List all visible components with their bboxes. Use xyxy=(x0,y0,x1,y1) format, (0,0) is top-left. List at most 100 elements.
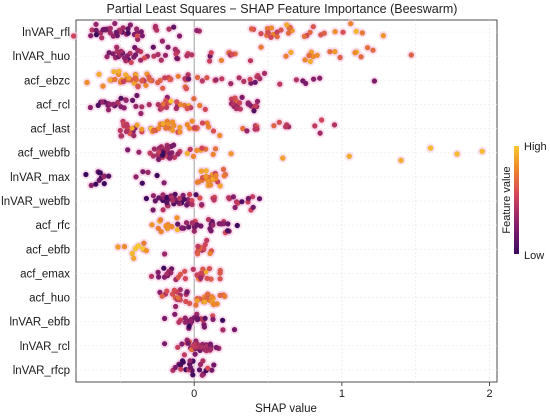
shap-point xyxy=(198,168,205,174)
shap-point xyxy=(197,361,204,368)
shap-point xyxy=(169,119,176,125)
shap-point xyxy=(192,351,198,357)
shap-point xyxy=(125,30,131,36)
shap-point xyxy=(408,52,415,58)
shap-point xyxy=(133,103,139,110)
shap-point xyxy=(154,172,160,179)
shap-point xyxy=(209,176,216,183)
shap-point xyxy=(274,33,280,40)
shap-point xyxy=(105,173,112,179)
colorbar: High Low Feature value xyxy=(501,141,547,262)
shap-point xyxy=(183,85,190,92)
shap-point xyxy=(133,174,139,180)
shap-point xyxy=(358,54,364,60)
shap-point xyxy=(168,194,175,200)
shap-point xyxy=(254,98,261,105)
shap-point xyxy=(185,76,192,82)
shap-point xyxy=(195,243,201,250)
shap-point xyxy=(189,201,195,208)
shap-point xyxy=(184,150,191,157)
shap-point xyxy=(332,28,338,35)
shap-point xyxy=(145,169,151,176)
shap-point xyxy=(347,20,354,27)
colorbar-title: Feature value xyxy=(501,166,513,233)
feature-label: lnVAR_webfb xyxy=(1,196,70,208)
shap-point xyxy=(199,78,206,84)
shap-point xyxy=(206,265,213,272)
shap-point xyxy=(206,58,213,64)
x-tick-label: 2 xyxy=(487,388,493,400)
shap-point xyxy=(258,44,264,50)
shap-point xyxy=(288,49,294,56)
shap-point xyxy=(202,106,209,113)
shap-point xyxy=(233,105,240,112)
shap-point xyxy=(176,33,183,39)
shap-point xyxy=(146,101,152,108)
shap-point xyxy=(135,83,141,90)
shap-point xyxy=(199,120,206,126)
shap-point xyxy=(207,346,214,352)
shap-point xyxy=(176,195,183,202)
shap-point xyxy=(149,222,155,228)
shap-point xyxy=(116,68,122,75)
shap-point xyxy=(245,101,251,107)
shap-point xyxy=(201,299,208,305)
feature-label: lnVAR_rfcp xyxy=(13,365,70,377)
shap-point xyxy=(128,59,134,66)
shap-point xyxy=(213,344,220,351)
shap-point xyxy=(201,324,208,330)
shap-point xyxy=(139,78,145,84)
shap-point xyxy=(198,201,205,208)
shap-point xyxy=(153,27,160,33)
shap-point xyxy=(150,44,157,50)
shap-point xyxy=(155,274,162,280)
shap-point xyxy=(120,78,127,85)
shap-point xyxy=(185,340,192,347)
x-tick-label: 1 xyxy=(339,388,345,400)
feature-label: acf_webfb xyxy=(18,148,70,160)
shap-point xyxy=(199,145,205,151)
shap-point xyxy=(141,55,148,61)
shap-point xyxy=(181,268,188,275)
shap-point xyxy=(209,293,215,300)
shap-point xyxy=(364,44,371,51)
shap-point xyxy=(213,77,219,83)
shap-point xyxy=(207,250,213,257)
shap-point xyxy=(194,251,201,257)
shap-point xyxy=(146,74,152,80)
shap-point xyxy=(187,364,194,371)
shap-point xyxy=(113,29,120,36)
shap-point xyxy=(228,80,234,87)
feature-label: lnVAR_huo xyxy=(13,51,70,63)
shap-point xyxy=(332,48,338,55)
chart-title: Partial Least Squares − SHAP Feature Imp… xyxy=(107,2,458,16)
shap-point xyxy=(204,120,210,126)
shap-point xyxy=(277,81,283,87)
shap-point xyxy=(115,100,121,106)
shap-point xyxy=(95,102,101,109)
shap-point xyxy=(211,197,217,203)
shap-point xyxy=(229,51,235,58)
shap-point xyxy=(131,132,137,139)
shap-point xyxy=(240,125,246,132)
shap-point xyxy=(197,195,203,201)
shap-point xyxy=(70,33,77,39)
shap-point xyxy=(353,28,359,35)
colorbar-gradient xyxy=(514,146,519,254)
shap-point xyxy=(204,275,210,282)
shap-point xyxy=(152,198,159,204)
shap-point xyxy=(268,34,274,41)
shap-point xyxy=(164,199,170,206)
shap-point xyxy=(148,273,155,280)
shap-point xyxy=(172,303,179,310)
x-axis: 0 1 2 xyxy=(191,382,493,400)
feature-label: acf_emax xyxy=(20,268,70,280)
shap-point xyxy=(172,311,178,318)
shap-point xyxy=(327,48,333,55)
shap-point xyxy=(318,117,325,123)
shap-point xyxy=(189,118,195,124)
shap-point xyxy=(251,108,257,114)
shap-point xyxy=(230,100,236,107)
shap-point xyxy=(194,27,200,34)
shap-point xyxy=(187,358,193,364)
